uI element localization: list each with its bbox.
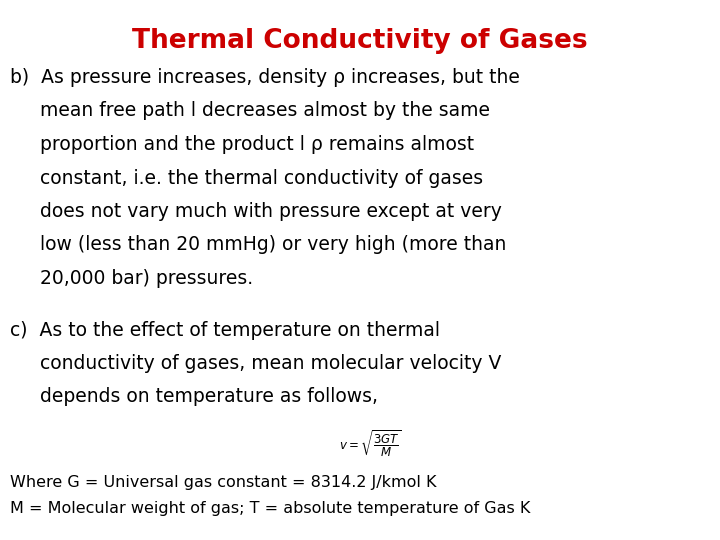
Text: conductivity of gases, mean molecular velocity V: conductivity of gases, mean molecular ve…	[10, 354, 501, 373]
Text: c)  As to the effect of temperature on thermal: c) As to the effect of temperature on th…	[10, 321, 440, 340]
Text: Thermal Conductivity of Gases: Thermal Conductivity of Gases	[132, 28, 588, 54]
Text: $v = \sqrt{\dfrac{3GT}{M}}$: $v = \sqrt{\dfrac{3GT}{M}}$	[338, 429, 402, 459]
Text: does not vary much with pressure except at very: does not vary much with pressure except …	[10, 202, 502, 221]
Text: M = Molecular weight of gas; T = absolute temperature of Gas K: M = Molecular weight of gas; T = absolut…	[10, 501, 531, 516]
Text: 20,000 bar) pressures.: 20,000 bar) pressures.	[10, 269, 253, 288]
Text: Where G = Universal gas constant = 8314.2 J/kmol K: Where G = Universal gas constant = 8314.…	[10, 475, 436, 490]
Text: depends on temperature as follows,: depends on temperature as follows,	[10, 388, 378, 407]
Text: proportion and the product l ρ remains almost: proportion and the product l ρ remains a…	[10, 135, 474, 154]
Text: constant, i.e. the thermal conductivity of gases: constant, i.e. the thermal conductivity …	[10, 168, 483, 187]
Text: b)  As pressure increases, density ρ increases, but the: b) As pressure increases, density ρ incr…	[10, 68, 520, 87]
Text: mean free path l decreases almost by the same: mean free path l decreases almost by the…	[10, 102, 490, 120]
Text: low (less than 20 mmHg) or very high (more than: low (less than 20 mmHg) or very high (mo…	[10, 235, 506, 254]
